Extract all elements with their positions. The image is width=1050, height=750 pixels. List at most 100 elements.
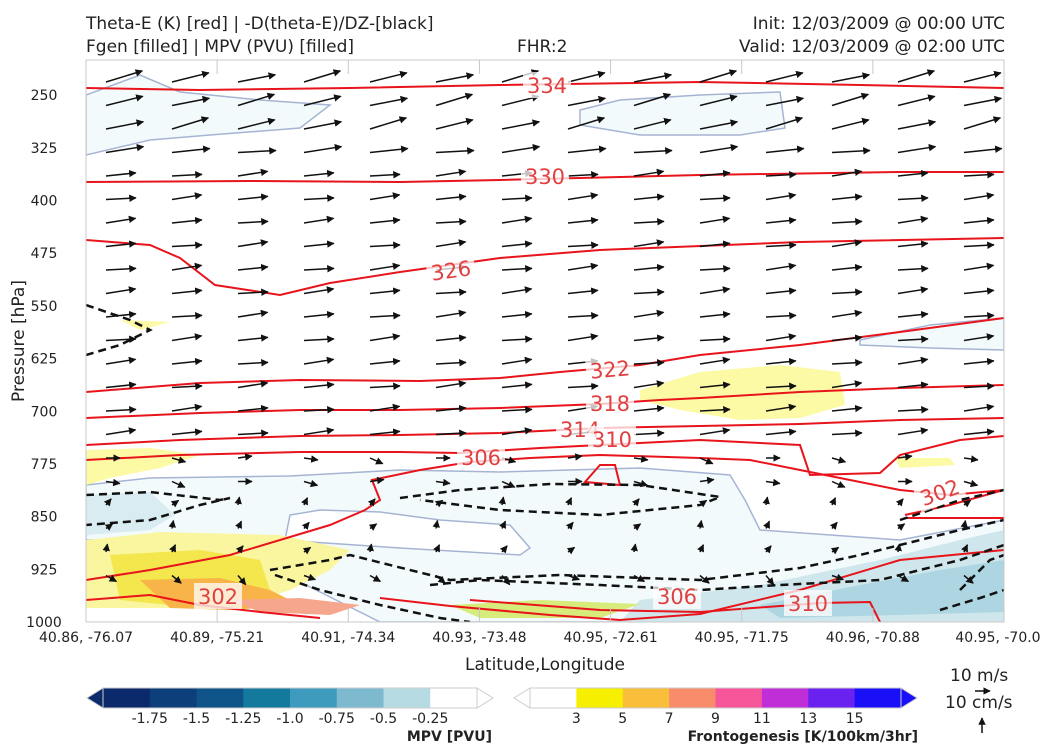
colorbar-tick-label: 9 bbox=[711, 711, 720, 727]
wind-vector bbox=[567, 116, 606, 130]
wind-vector bbox=[831, 288, 863, 297]
wind-vector bbox=[633, 404, 665, 413]
vector-key-horizontal: 10 m/s bbox=[950, 666, 1008, 686]
wind-vector bbox=[303, 406, 335, 414]
wind-vector bbox=[303, 479, 319, 488]
wind-vector bbox=[105, 69, 144, 83]
wind-vector bbox=[633, 380, 665, 389]
wind-vector bbox=[171, 357, 203, 366]
wind-vector bbox=[303, 455, 319, 463]
wind-vector bbox=[633, 455, 649, 463]
dthetae-contour-550 bbox=[86, 303, 153, 357]
wind-vector bbox=[102, 543, 110, 553]
wind-vector bbox=[105, 265, 137, 273]
wind-vector bbox=[963, 312, 995, 320]
wind-vector bbox=[105, 169, 137, 178]
colorbar-tick-label: 13 bbox=[799, 711, 817, 727]
y-tick-label: 700 bbox=[31, 404, 58, 420]
fgen-colorbar-label: Frontogenesis [K/100km/3hr] bbox=[688, 729, 918, 745]
contour-label-bg bbox=[425, 253, 477, 287]
wind-vector bbox=[699, 286, 731, 295]
theta-e-contour-label: 310 bbox=[788, 592, 828, 616]
wind-vector bbox=[897, 381, 929, 389]
x-tick-label: 40.96, -70.88 bbox=[826, 630, 920, 646]
wind-vector bbox=[171, 216, 203, 225]
wind-vector bbox=[633, 72, 673, 83]
mpv-area-right-mid bbox=[859, 317, 1004, 351]
wind-vector bbox=[369, 382, 401, 391]
wind-vector bbox=[303, 427, 335, 436]
wind-vector bbox=[171, 428, 203, 436]
wind-vector bbox=[302, 546, 312, 555]
colorbar-segment bbox=[669, 688, 716, 708]
wind-vector bbox=[501, 215, 533, 224]
wind-vector bbox=[303, 310, 335, 319]
wind-vector bbox=[369, 262, 401, 271]
wind-vector bbox=[765, 145, 805, 154]
wind-vector bbox=[699, 457, 714, 465]
wind-vector bbox=[765, 95, 805, 107]
wind-vector bbox=[435, 404, 467, 413]
wind-vector bbox=[105, 356, 137, 365]
wind-vector bbox=[632, 523, 642, 531]
wind-vector bbox=[501, 427, 533, 436]
colorbar-tick-label: -1.5 bbox=[183, 711, 210, 727]
wind-vector bbox=[171, 574, 182, 584]
wind-vector bbox=[435, 218, 467, 226]
wind-vector bbox=[699, 476, 715, 485]
theta-e-contour-label: 306 bbox=[657, 585, 697, 609]
wind-vector bbox=[171, 116, 210, 130]
wind-vector bbox=[897, 427, 929, 436]
wind-vector bbox=[633, 479, 649, 488]
mpv-area-upper-left bbox=[86, 74, 333, 156]
contour-label-bg bbox=[521, 163, 569, 189]
x-axis: 40.86, -76.07 40.89, -75.21 40.91, -74.34 4… bbox=[39, 60, 1041, 646]
colorbar-segment bbox=[149, 688, 197, 708]
wind-vector bbox=[831, 193, 863, 201]
wind-vector bbox=[963, 479, 979, 488]
wind-vector bbox=[237, 72, 277, 83]
wind-vector bbox=[499, 545, 508, 554]
wind-vector bbox=[435, 92, 474, 107]
wind-vector bbox=[501, 265, 533, 273]
wind-vector bbox=[237, 239, 269, 248]
wind-vector bbox=[171, 480, 186, 488]
wind-vector bbox=[567, 70, 606, 83]
wind-vector bbox=[633, 429, 665, 438]
y-tick-label: 625 bbox=[31, 352, 58, 368]
wind-vector bbox=[369, 476, 385, 485]
wind-vector bbox=[765, 287, 797, 295]
wind-vector bbox=[765, 428, 797, 436]
y-tick-label: 850 bbox=[31, 510, 58, 526]
x-tick-label: 40.86, -76.07 bbox=[39, 630, 133, 646]
wind-vector bbox=[105, 427, 137, 436]
wind-vector bbox=[963, 116, 1002, 130]
colorbar-extend-left bbox=[513, 687, 531, 709]
wind-vector bbox=[369, 428, 401, 436]
wind-vector bbox=[963, 241, 995, 250]
wind-vector bbox=[171, 403, 203, 412]
wind-vector bbox=[435, 574, 446, 584]
colorbar-segment bbox=[383, 688, 431, 708]
y-tick-label: 925 bbox=[31, 562, 58, 578]
theta-e-334 bbox=[86, 80, 1004, 92]
wind-vector bbox=[303, 143, 343, 154]
wind-vector bbox=[303, 215, 335, 224]
wind-vector bbox=[237, 117, 276, 130]
contour-label-bg bbox=[588, 426, 636, 452]
wind-vector bbox=[105, 143, 145, 154]
wind-vector bbox=[237, 380, 269, 389]
wind-vector bbox=[699, 265, 731, 273]
wind-vector bbox=[171, 312, 203, 320]
contour-label-bg bbox=[912, 471, 967, 513]
colorbar-extend-right bbox=[476, 687, 494, 709]
colorbar-extend-right bbox=[900, 687, 918, 709]
wind-vector bbox=[897, 215, 929, 224]
wind-vector bbox=[171, 70, 210, 83]
colorbar-outline bbox=[102, 687, 478, 709]
wind-vector bbox=[831, 218, 863, 226]
wind-vector bbox=[301, 521, 310, 530]
wind-vector bbox=[831, 380, 863, 389]
theta-e-310 bbox=[86, 435, 1004, 477]
wind-vector bbox=[303, 265, 335, 273]
